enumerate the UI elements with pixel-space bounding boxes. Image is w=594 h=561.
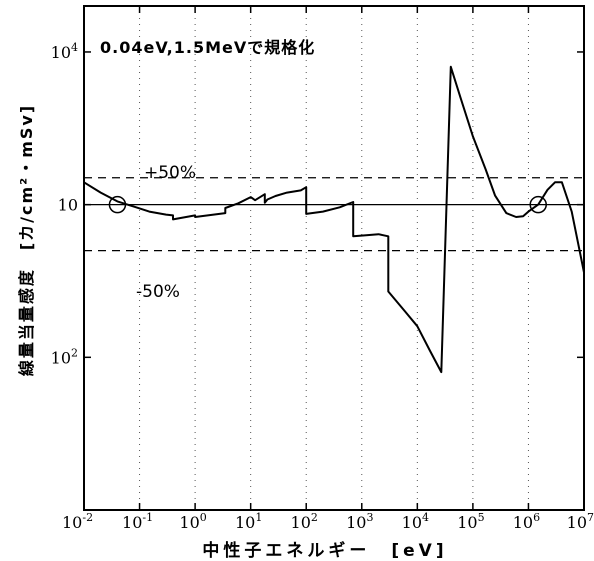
plot-frame xyxy=(83,5,585,511)
grid-layer xyxy=(139,6,529,510)
x-tick-label: 103 xyxy=(346,511,373,532)
normalization-markers xyxy=(108,195,547,214)
normalization-point xyxy=(529,195,547,214)
normalization-note: 0.04eV,1.5MeVで規格化 xyxy=(100,38,316,57)
y-tick-label: 104 xyxy=(51,41,78,62)
x-tick-label: 106 xyxy=(513,511,540,532)
x-tick-label: 105 xyxy=(457,511,484,532)
x-tick-label: 101 xyxy=(235,511,262,532)
x-axis-label: 中性子エネルギー [eV] xyxy=(202,541,448,561)
y-tick-label: 102 xyxy=(51,346,78,367)
series-line-response xyxy=(83,65,585,374)
x-tick-label: 102 xyxy=(291,511,318,532)
x-tick-label: 107 xyxy=(567,511,594,532)
normalization-point xyxy=(108,195,127,214)
axis-ticks: 10-2 10-1 100 101 102 103 104 105 106 107 104 10 102 xyxy=(51,6,594,532)
y-axis-label-box: 線量当量感度 [カ/cm²・mSv] xyxy=(14,40,36,440)
minus-50-label: -50% xyxy=(136,282,180,302)
x-tick-label: 100 xyxy=(179,511,206,532)
plus-50-label: +50% xyxy=(144,163,197,183)
x-tick-label: 10-1 xyxy=(122,511,153,532)
x-tick-label: 104 xyxy=(402,511,429,532)
y-axis-label: 線量当量感度 [カ/cm²・mSv] xyxy=(17,103,36,377)
x-tick-label: 10-2 xyxy=(62,511,93,532)
y-tick-label: 10 xyxy=(58,196,78,215)
